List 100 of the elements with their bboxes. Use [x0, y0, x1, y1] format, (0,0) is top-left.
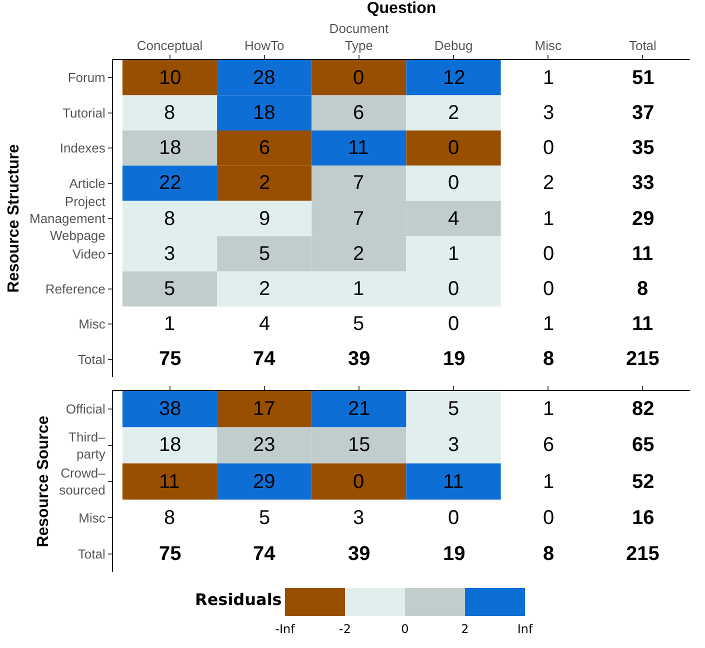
- x-tick-label: Conceptual: [136, 38, 203, 53]
- data-label: 39: [348, 543, 370, 565]
- data-label: 52: [632, 471, 654, 493]
- data-label: 21: [348, 398, 370, 420]
- data-label: 22: [159, 172, 182, 194]
- data-label: 6: [259, 137, 270, 159]
- data-label: 5: [353, 313, 364, 335]
- data-label: 2: [543, 172, 554, 194]
- data-label: 29: [253, 471, 276, 493]
- data-label: 8: [164, 208, 176, 230]
- data-label: 3: [543, 102, 554, 124]
- data-label: 2: [353, 243, 364, 265]
- y-tick-label: Crowd–sourced: [59, 466, 106, 498]
- data-label: 0: [448, 137, 460, 159]
- data-label: 8: [164, 102, 176, 124]
- x-tick-label: Debug: [434, 38, 473, 53]
- text: Inf: [517, 622, 533, 636]
- data-label: 17: [253, 398, 276, 420]
- data-label: 23: [253, 434, 276, 456]
- data-label: 1: [164, 313, 176, 335]
- data-label: 10: [159, 67, 182, 89]
- data-label: 9: [259, 208, 270, 230]
- data-label: 82: [632, 398, 654, 420]
- text: -2: [339, 622, 351, 636]
- data-label: 19: [443, 543, 466, 565]
- data-label: 51: [632, 67, 654, 89]
- data-label: 0: [543, 243, 554, 265]
- data-label: 0: [448, 313, 460, 335]
- data-label: 5: [259, 243, 270, 265]
- data-label: 0: [353, 471, 364, 493]
- y-tick-label: Tutorial: [62, 105, 106, 120]
- y-tick-label: Total: [78, 352, 106, 367]
- y-tick-label: Article: [69, 176, 106, 191]
- text: 2: [461, 622, 469, 636]
- data-label: 215: [626, 348, 660, 370]
- data-label: 11: [348, 137, 369, 159]
- y-tick-label: Official: [66, 402, 106, 417]
- data-label: 4: [259, 313, 270, 335]
- text: 0: [401, 622, 409, 636]
- x-tick-label: Total: [628, 38, 657, 53]
- data-label: 1: [543, 67, 554, 89]
- y-tick-label: Indexes: [60, 140, 106, 156]
- data-label: 0: [448, 172, 460, 194]
- y-tick-label: Total: [78, 546, 106, 562]
- data-label: 3: [353, 507, 364, 529]
- y-tick-label: Misc: [78, 510, 106, 526]
- data-label: 75: [159, 348, 182, 370]
- data-label: 7: [353, 208, 364, 230]
- text: -Inf: [275, 622, 295, 636]
- data-label: 11: [159, 471, 180, 493]
- data-label: 1: [448, 243, 460, 265]
- x-axis-title: Question: [366, 0, 436, 17]
- data-label: 6: [353, 102, 364, 124]
- data-label: 8: [543, 543, 554, 565]
- data-label: 15: [348, 434, 370, 456]
- y-tick-label: Misc: [78, 316, 106, 332]
- data-label: 18: [159, 434, 182, 456]
- data-label: 2: [448, 102, 460, 124]
- data-label: 3: [448, 434, 460, 456]
- data-label: 35: [632, 137, 654, 159]
- data-label: 0: [543, 507, 554, 529]
- data-label: 11: [632, 243, 654, 265]
- data-label: 38: [159, 398, 182, 420]
- data-label: 3: [164, 243, 176, 265]
- data-label: 18: [159, 137, 182, 159]
- data-label: 11: [443, 471, 464, 493]
- data-label: 1: [543, 313, 554, 335]
- data-label: 8: [164, 507, 176, 529]
- data-label: 75: [159, 543, 182, 565]
- data-label: 5: [448, 398, 460, 420]
- data-label: 1: [353, 278, 364, 300]
- data-label: 29: [632, 208, 654, 230]
- data-label: 0: [543, 278, 554, 300]
- data-label: 4: [448, 208, 460, 230]
- data-label: 28: [253, 67, 276, 89]
- data-label: 33: [632, 172, 654, 194]
- data-label: 8: [543, 348, 554, 370]
- data-label: 74: [253, 348, 276, 370]
- data-label: 65: [632, 434, 654, 456]
- data-label: 0: [448, 278, 460, 300]
- data-label: 1: [543, 398, 554, 420]
- data-label: 8: [637, 278, 648, 300]
- y-tick-label: Video: [72, 246, 106, 262]
- x-tick-label: Misc: [534, 38, 562, 53]
- text: Residuals: [195, 590, 282, 609]
- data-label: 74: [253, 543, 276, 565]
- data-label: 39: [348, 348, 370, 370]
- data-label: 5: [164, 278, 176, 300]
- data-label: 2: [259, 172, 270, 194]
- data-label: 37: [632, 102, 654, 124]
- y-tick-label: Forum: [68, 70, 106, 86]
- data-label: 11: [632, 313, 654, 335]
- data-label: 1: [543, 471, 554, 493]
- data-label: 16: [632, 507, 654, 529]
- data-label: 6: [543, 434, 554, 456]
- data-label: 0: [543, 137, 554, 159]
- data-label: 19: [443, 348, 466, 370]
- x-tick-label: Document Type: [329, 20, 389, 53]
- y-tick-label: Third–party: [68, 429, 106, 462]
- x-tick-label: HowTo: [244, 38, 284, 53]
